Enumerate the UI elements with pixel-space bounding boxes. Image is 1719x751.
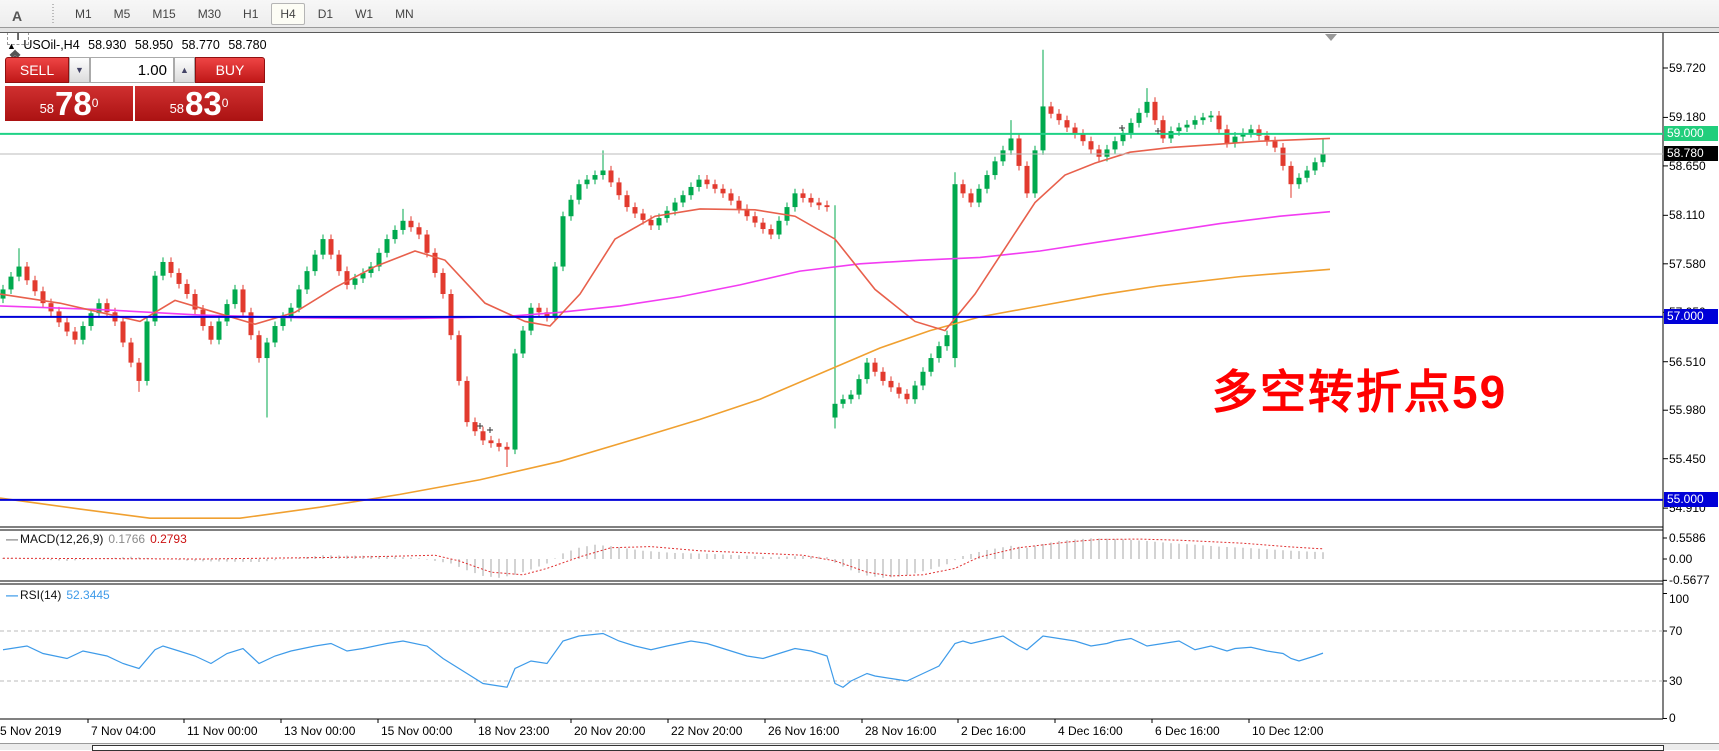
- rsi-name: RSI(14): [20, 588, 62, 602]
- ohlc-close: 58.780: [228, 38, 267, 52]
- timeframe-button-mn[interactable]: MN: [395, 6, 414, 21]
- date-tick: 20 Nov 20:00: [574, 724, 646, 738]
- date-tick: 13 Nov 00:00: [284, 724, 356, 738]
- date-tick: 5 Nov 2019: [0, 724, 62, 738]
- price-tick-55.450: 55.450: [1669, 451, 1706, 466]
- sell-button[interactable]: SELL: [5, 57, 69, 83]
- ohlc-low: 58.770: [181, 38, 220, 52]
- one-click-trade-panel: SELL ▼ ▲ BUY 58 78 0 58 83 0: [5, 57, 265, 121]
- symbol-name: USOil-,H4: [23, 38, 80, 52]
- date-tick: 15 Nov 00:00: [381, 724, 453, 738]
- symbol-info-line: ▲ USOil-,H4 58.930 58.950 58.770 58.780: [7, 38, 272, 52]
- macd-name: MACD(12,26,9): [20, 532, 104, 546]
- font-tool-icon[interactable]: A: [11, 7, 23, 24]
- price-badge-59.000: 59.000: [1664, 125, 1718, 141]
- data-grid-icon[interactable]: ▦F: [2, 0, 32, 5]
- price-badge-55.000: 55.000: [1664, 491, 1718, 507]
- macd-label: — MACD(12,26,9) 0.1766 0.2793: [6, 532, 187, 546]
- price-badge-57.000: 57.000: [1664, 308, 1718, 324]
- date-tick: 7 Nov 04:00: [91, 724, 156, 738]
- price-tick-56.510: 56.510: [1669, 354, 1706, 369]
- price-badge-58.780: 58.780: [1664, 146, 1718, 161]
- buy-price-display[interactable]: 58 83 0: [135, 86, 263, 121]
- toolbar-divider: [0, 27, 1719, 33]
- rsi-tick-70: 70: [1669, 624, 1683, 638]
- sell-price-main: 78: [55, 85, 92, 122]
- timeframe-button-h1[interactable]: H1: [243, 6, 259, 21]
- horizontal-scrollbar: [0, 743, 1719, 751]
- date-tick: 26 Nov 16:00: [768, 724, 840, 738]
- scrollbar-thumb[interactable]: [92, 745, 1664, 751]
- volume-input[interactable]: [90, 57, 174, 83]
- macd-tick--0.5677: -0.5677: [1669, 573, 1710, 588]
- price-tick-58.650: 58.650: [1669, 158, 1706, 173]
- price-tick-57.580: 57.580: [1669, 256, 1706, 271]
- date-tick: 11 Nov 00:00: [187, 724, 258, 738]
- volume-increase-button[interactable]: ▲: [174, 57, 195, 83]
- buy-price-main: 83: [185, 85, 222, 122]
- macd-tick-0.5586: 0.5586: [1669, 530, 1706, 545]
- buy-price-int: 58: [169, 101, 185, 116]
- chart-annotation-text: 多空转折点59: [1212, 366, 1508, 418]
- macd-value: 0.1766: [108, 532, 146, 546]
- macd-tick-0.00: 0.00: [1669, 552, 1693, 566]
- timeframe-button-w1[interactable]: W1: [355, 6, 374, 21]
- price-tick-55.980: 55.980: [1669, 403, 1706, 418]
- date-tick: 18 Nov 23:00: [478, 724, 550, 738]
- symbol-collapse-icon[interactable]: ▲: [7, 41, 16, 51]
- ohlc-open: 58.930: [88, 38, 127, 52]
- toolbar-separator: [50, 3, 56, 24]
- volume-decrease-button[interactable]: ▼: [69, 57, 90, 83]
- ohlc-high: 58.950: [134, 38, 174, 52]
- rsi-value: 52.3445: [66, 588, 110, 602]
- rsi-label: — RSI(14) 52.3445: [6, 588, 110, 602]
- sell-price-pip: 0: [91, 96, 99, 110]
- rsi-line-swatch: —: [6, 588, 18, 602]
- buy-price-pip: 0: [221, 96, 229, 110]
- date-tick: 28 Nov 16:00: [865, 724, 937, 738]
- sell-price-display[interactable]: 58 78 0: [5, 86, 133, 121]
- date-tick: 2 Dec 16:00: [961, 724, 1026, 738]
- timeframe-button-m15[interactable]: M15: [152, 6, 176, 21]
- date-tick: 4 Dec 16:00: [1058, 724, 1123, 738]
- date-tick: 6 Dec 16:00: [1155, 724, 1220, 738]
- timeframe-button-m1[interactable]: M1: [75, 6, 92, 21]
- timeframe-toolbar: M1 M5 M15 M30 H1 H4 D1 W1 MN: [64, 2, 425, 25]
- macd-line-swatch: —: [6, 532, 18, 546]
- sell-price-int: 58: [39, 101, 55, 116]
- timeframe-button-m30[interactable]: M30: [197, 6, 222, 21]
- date-tick: 22 Nov 20:00: [671, 724, 743, 738]
- price-tick-58.110: 58.110: [1669, 208, 1705, 223]
- price-tick-59.720: 59.720: [1669, 61, 1706, 75]
- timeframe-button-m5[interactable]: M5: [113, 6, 131, 21]
- rsi-tick-30: 30: [1669, 674, 1683, 688]
- price-tick-59.180: 59.180: [1669, 110, 1706, 125]
- macd-signal-value: 0.2793: [150, 532, 187, 546]
- buy-button[interactable]: BUY: [195, 57, 265, 83]
- timeframe-button-h4[interactable]: H4: [271, 2, 305, 25]
- rsi-tick-100: 100: [1669, 592, 1690, 606]
- timeframe-button-d1[interactable]: D1: [317, 6, 334, 21]
- date-tick: 10 Dec 12:00: [1252, 724, 1324, 738]
- rsi-tick-0: 0: [1669, 711, 1676, 725]
